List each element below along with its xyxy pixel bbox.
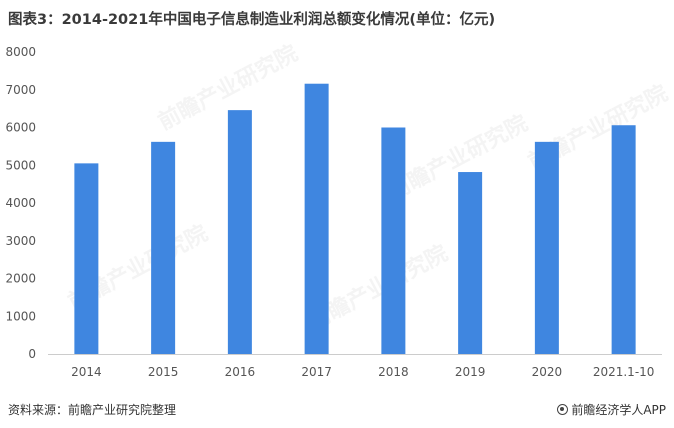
x-tick-label: 2019 [455, 365, 486, 379]
x-tick-label: 2015 [148, 365, 179, 379]
x-tick-label: 2020 [532, 365, 563, 379]
bar-2016 [227, 110, 252, 354]
y-tick-label: 8000 [5, 45, 36, 59]
y-tick-label: 3000 [5, 234, 36, 248]
y-tick-label: 7000 [5, 83, 36, 97]
brand-mark: 前瞻经济学人APP [557, 401, 666, 418]
y-tick-label: 5000 [5, 158, 36, 172]
source-note: 资料来源：前瞻产业研究院整理 [8, 403, 177, 417]
x-tick-label: 2014 [71, 365, 102, 379]
x-tick-label: 2016 [225, 365, 256, 379]
bar-2018 [381, 127, 406, 354]
bar-2014 [74, 163, 99, 354]
y-tick-label: 6000 [5, 121, 36, 135]
y-axis: 0 1000 2000 3000 4000 5000 6000 7000 8000 [5, 45, 36, 361]
bar-2015 [151, 141, 176, 354]
y-tick-label: 2000 [5, 272, 36, 286]
x-axis: 2014 2015 2016 2017 2018 2019 2020 2021.1-10 [71, 365, 654, 379]
bar-2021.1-10 [611, 125, 636, 354]
brand-logo-icon [557, 404, 569, 415]
x-tick-label: 2018 [378, 365, 409, 379]
chart-title: 图表3：2014-2021年中国电子信息制造业利润总额变化情况(单位：亿元) [8, 12, 496, 28]
x-tick-label: 2017 [301, 365, 332, 379]
bar-2017 [304, 83, 329, 355]
bars [74, 83, 636, 355]
y-tick-label: 0 [28, 347, 36, 361]
brand-name: 前瞻经济学人APP [571, 403, 666, 417]
x-tick-label: 2021.1-10 [593, 365, 655, 379]
bar-2019 [458, 172, 483, 354]
y-tick-label: 4000 [5, 196, 36, 210]
y-tick-label: 1000 [5, 309, 36, 323]
bar-2020 [534, 141, 559, 354]
